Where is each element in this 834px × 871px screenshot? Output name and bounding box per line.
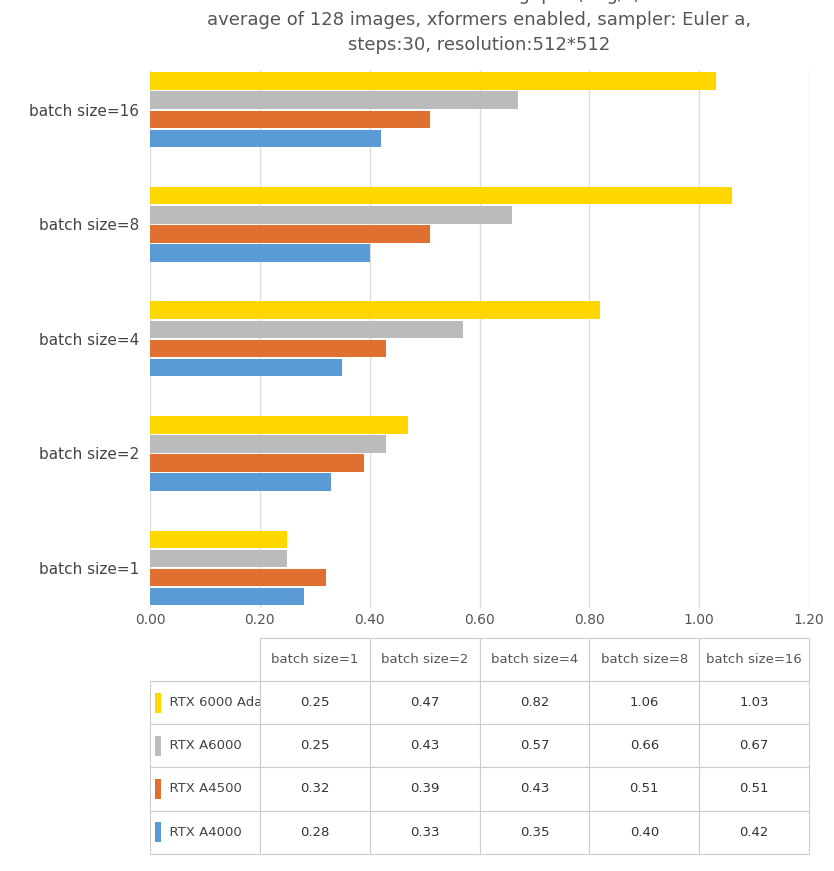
Bar xyxy=(150,473,331,491)
Bar xyxy=(150,187,732,205)
Bar xyxy=(150,340,386,357)
Bar xyxy=(150,588,304,605)
Bar xyxy=(150,359,342,376)
Bar xyxy=(150,530,288,548)
Bar xyxy=(150,244,369,262)
Bar xyxy=(150,301,600,319)
Bar xyxy=(150,550,288,567)
Bar xyxy=(150,111,430,128)
Bar xyxy=(150,206,512,224)
Bar xyxy=(150,130,380,147)
Bar xyxy=(150,225,430,243)
Title: Stable Diffusion Throughput (img/s)
average of 128 images, xformers enabled, sam: Stable Diffusion Throughput (img/s) aver… xyxy=(208,0,751,54)
Bar xyxy=(150,569,326,586)
Bar xyxy=(150,436,386,453)
Bar xyxy=(150,321,463,338)
Bar xyxy=(150,91,518,109)
Bar xyxy=(150,416,408,434)
Bar xyxy=(150,454,364,472)
Bar xyxy=(150,72,716,90)
